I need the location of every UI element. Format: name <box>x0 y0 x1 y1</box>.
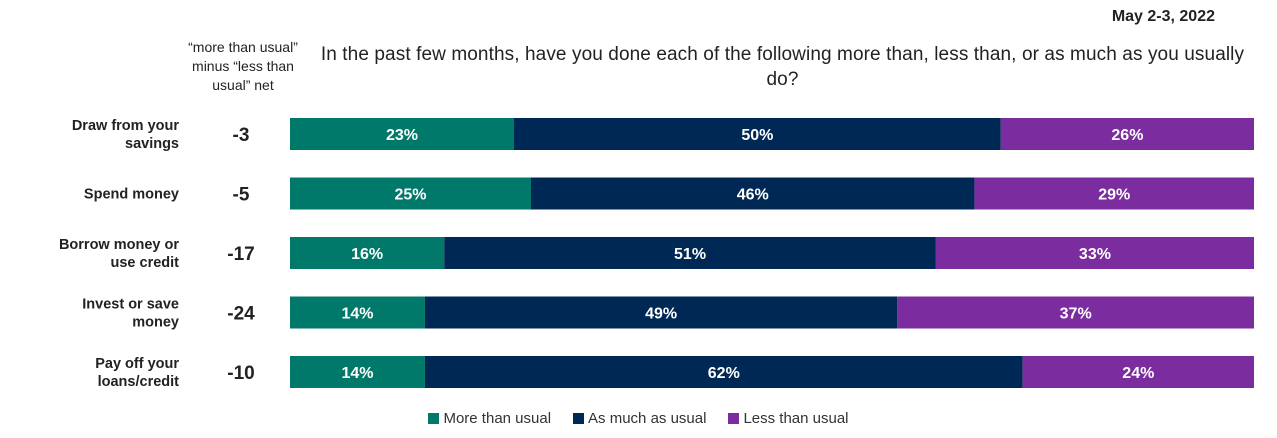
category-label: Spend money <box>84 187 179 203</box>
bar-data-label: 25% <box>394 187 426 204</box>
category-label: Invest or save money <box>82 297 179 331</box>
bar-data-label: 37% <box>1060 306 1092 323</box>
bar-data-label: 49% <box>645 306 677 323</box>
bar-data-label: 29% <box>1098 187 1130 204</box>
bar-segment-more <box>290 177 531 210</box>
legend-item-same: As much as usual <box>573 410 706 427</box>
bar-segment-same <box>513 118 1001 150</box>
bar-segment-more <box>290 296 425 329</box>
bar-segment-more <box>290 118 514 150</box>
net-column-note: “more than usual” minus “less than usual… <box>188 39 298 93</box>
bar-data-label: 26% <box>1111 127 1143 144</box>
legend-swatch-more <box>428 413 440 424</box>
legend-label-more: More than usual <box>443 410 552 427</box>
bar-data-label: 33% <box>1079 246 1111 263</box>
bar-data-label: 14% <box>341 365 373 382</box>
chart-title: In the past few months, have you done ea… <box>320 44 1245 90</box>
legend: More than usual As much as usual Less th… <box>0 410 1277 427</box>
legend-swatch-less <box>728 413 740 424</box>
net-value: -24 <box>227 304 255 325</box>
legend-item-more: More than usual <box>428 410 551 427</box>
survey-date: May 2-3, 2022 <box>1111 8 1215 25</box>
legend-swatch-same <box>573 413 585 424</box>
bar-data-label: 50% <box>741 127 773 144</box>
bar-segment-less <box>897 296 1254 329</box>
net-value: -5 <box>233 185 250 206</box>
bar-data-label: 51% <box>674 246 706 263</box>
bar-segment-less <box>1000 118 1254 150</box>
bar-segment-less <box>935 237 1254 269</box>
bar-data-label: 14% <box>341 306 373 323</box>
bar-segment-same <box>531 177 975 210</box>
bar-data-label: 46% <box>737 187 769 204</box>
legend-item-less: Less than usual <box>728 410 849 427</box>
bar-data-label: 62% <box>708 365 740 382</box>
bar-data-label: 16% <box>351 246 383 263</box>
category-label: Pay off your loans/credit <box>95 356 179 390</box>
category-label: Borrow money or use credit <box>59 237 179 271</box>
legend-label-same: As much as usual <box>588 410 707 427</box>
legend-label-less: Less than usual <box>743 410 849 427</box>
bar-data-label: 24% <box>1122 365 1154 382</box>
bar-segment-more <box>290 356 425 388</box>
bar-segment-less <box>974 177 1254 210</box>
net-value: -3 <box>233 125 250 146</box>
net-value: -17 <box>227 244 254 265</box>
bar-segment-more <box>290 237 445 269</box>
bar-segment-less <box>1022 356 1254 388</box>
bar-segment-same <box>444 237 936 269</box>
bar-segment-same <box>424 356 1023 388</box>
net-value: -10 <box>227 363 254 384</box>
bar-segment-same <box>424 296 898 329</box>
category-label: Draw from your savings <box>72 118 180 152</box>
bar-data-label: 23% <box>386 127 418 144</box>
